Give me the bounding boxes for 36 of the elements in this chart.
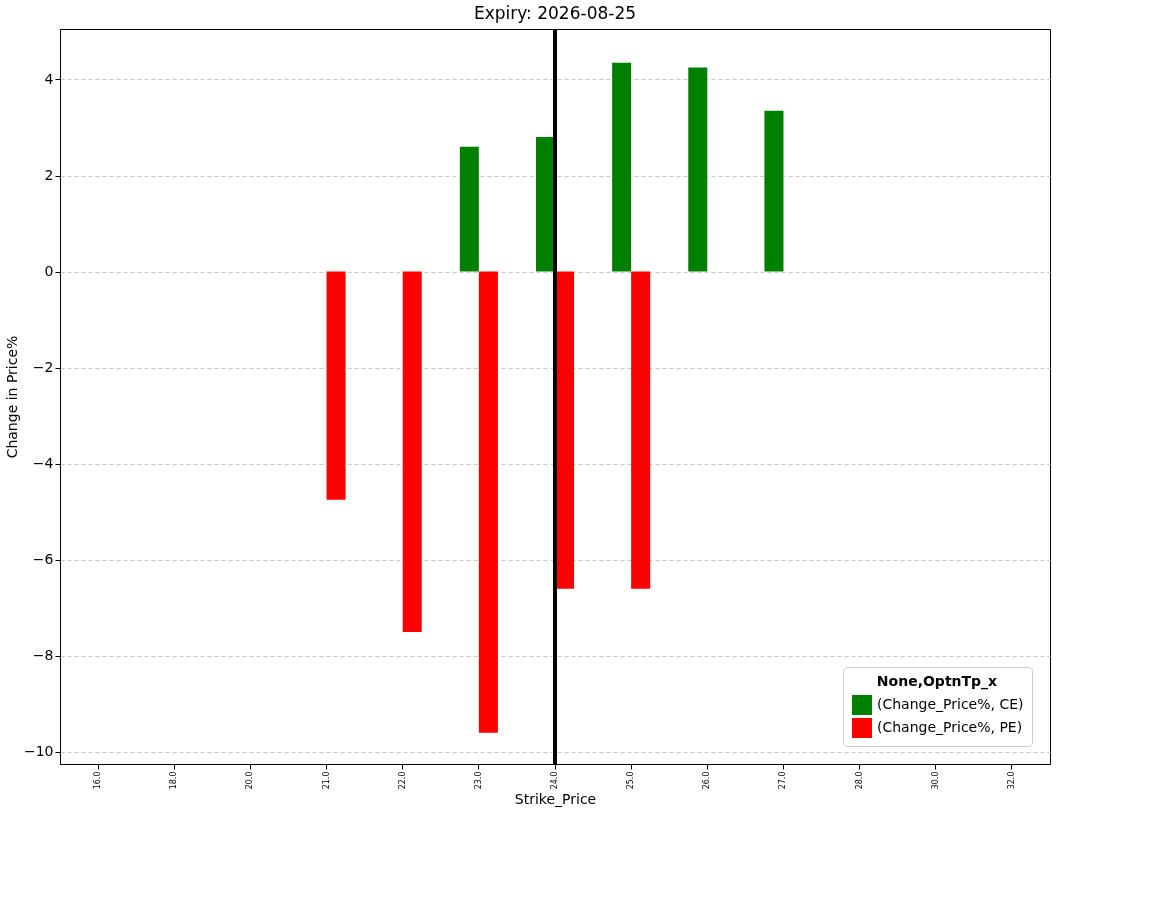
- y-tick-label: −4: [32, 455, 54, 472]
- x-tick-label: 32.0: [1006, 771, 1016, 790]
- y-tick-label: 0: [44, 263, 54, 280]
- chart-title: Expiry: 2026-08-25: [473, 3, 637, 23]
- x-tick-label: 30.0: [930, 771, 940, 790]
- y-tick-label: −8: [32, 647, 54, 664]
- x-axis-title: Strike_Price: [514, 791, 597, 808]
- x-tick-label: 26.0: [702, 771, 712, 790]
- bar: [326, 271, 346, 500]
- bar: [688, 67, 708, 272]
- bar: [402, 271, 422, 632]
- bar: [764, 110, 784, 272]
- y-tick-label: 4: [44, 70, 54, 87]
- legend-label: (Change_Price%, PE): [877, 719, 1023, 735]
- bar: [631, 271, 651, 589]
- bar: [478, 271, 498, 733]
- x-tick-label: 23.0: [473, 771, 483, 790]
- y-axis-title: Change in Price%: [3, 335, 20, 459]
- x-tick-label: 21.0: [321, 771, 331, 790]
- bar: [459, 146, 479, 272]
- legend-title: None,OptnTp_x: [876, 673, 998, 690]
- x-tick-label: 27.0: [778, 771, 788, 790]
- y-tick-label: −6: [32, 551, 54, 568]
- x-tick-label: 16.0: [93, 771, 103, 790]
- x-tick-label: 24.0: [550, 771, 559, 790]
- x-tick-label: 22.0: [397, 771, 407, 790]
- bar: [612, 62, 632, 272]
- x-tick-label: 25.0: [626, 771, 636, 790]
- x-tick-label: 20.0: [245, 771, 255, 790]
- y-tick-label: −10: [23, 743, 54, 760]
- y-tick-label: 2: [44, 167, 54, 184]
- x-tick-label: 18.0: [169, 771, 179, 790]
- legend-label: (Change_Price%, CE): [877, 696, 1024, 712]
- x-tick-label: 28.0: [854, 771, 864, 790]
- y-tick-label: −2: [32, 359, 54, 376]
- bar: [535, 137, 555, 272]
